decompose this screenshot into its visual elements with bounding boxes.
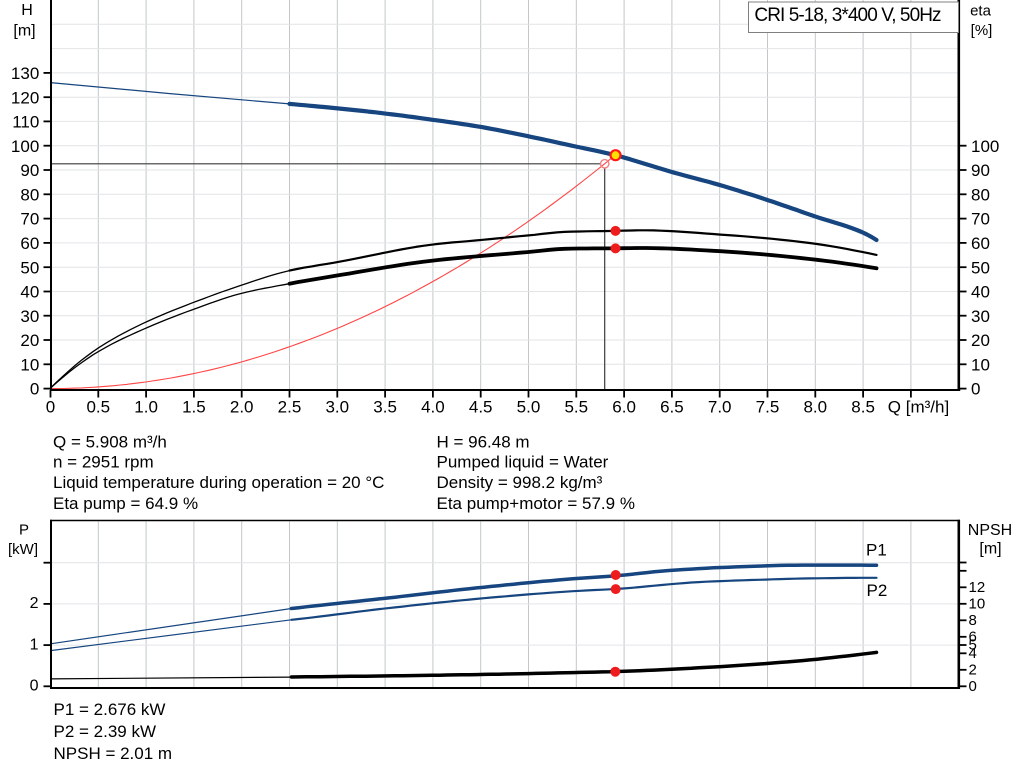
svg-text:80: 80	[20, 185, 39, 204]
svg-text:P1 = 2.676 kW: P1 = 2.676 kW	[54, 700, 166, 719]
svg-text:NPSH: NPSH	[968, 522, 1012, 539]
svg-text:0: 0	[969, 678, 977, 695]
svg-text:[m]: [m]	[13, 23, 35, 40]
svg-text:40: 40	[971, 283, 990, 302]
svg-text:2.0: 2.0	[230, 398, 254, 417]
svg-text:1.5: 1.5	[182, 398, 206, 417]
svg-text:P2: P2	[867, 581, 888, 600]
svg-text:5.5: 5.5	[564, 398, 588, 417]
svg-text:10: 10	[971, 355, 990, 374]
svg-text:3.0: 3.0	[325, 398, 349, 417]
svg-text:30: 30	[20, 307, 39, 326]
svg-text:100: 100	[11, 137, 39, 156]
svg-text:10: 10	[969, 595, 986, 612]
svg-text:90: 90	[971, 161, 990, 180]
svg-text:12: 12	[969, 579, 986, 596]
svg-text:n = 2951 rpm: n = 2951 rpm	[53, 453, 154, 472]
svg-text:CRI 5-18, 3*400 V, 50Hz: CRI 5-18, 3*400 V, 50Hz	[754, 5, 941, 26]
svg-text:P1: P1	[866, 540, 887, 559]
svg-text:0: 0	[971, 380, 980, 399]
svg-text:80: 80	[971, 185, 990, 204]
svg-text:H = 96.48 m: H = 96.48 m	[437, 432, 530, 451]
svg-text:50: 50	[971, 258, 990, 277]
svg-text:110: 110	[12, 113, 39, 132]
svg-text:50: 50	[20, 258, 39, 277]
svg-text:Pumped liquid = Water: Pumped liquid = Water	[437, 453, 609, 472]
svg-text:[m]: [m]	[979, 541, 1001, 558]
svg-text:100: 100	[971, 137, 999, 156]
svg-text:0.5: 0.5	[86, 398, 110, 417]
svg-text:70: 70	[20, 210, 39, 229]
svg-text:1.0: 1.0	[134, 398, 158, 417]
svg-text:4: 4	[969, 645, 977, 662]
svg-text:7.5: 7.5	[756, 398, 780, 417]
svg-text:0: 0	[30, 678, 39, 695]
svg-text:2: 2	[30, 595, 39, 612]
svg-text:6.5: 6.5	[660, 398, 684, 417]
svg-text:Liquid temperature during oper: Liquid temperature during operation = 20…	[53, 473, 384, 492]
svg-text:0: 0	[30, 380, 39, 399]
svg-text:60: 60	[971, 234, 990, 253]
svg-text:130: 130	[11, 64, 39, 83]
svg-text:8.0: 8.0	[803, 398, 827, 417]
svg-text:60: 60	[20, 234, 39, 253]
svg-text:eta: eta	[970, 3, 992, 20]
svg-text:NPSH = 2.01 m: NPSH = 2.01 m	[54, 744, 173, 763]
svg-text:5: 5	[969, 637, 977, 654]
svg-text:Eta pump+motor = 57.9 %: Eta pump+motor = 57.9 %	[437, 494, 635, 513]
svg-text:7.0: 7.0	[708, 398, 732, 417]
svg-text:Q = 5.908 m³/h: Q = 5.908 m³/h	[53, 432, 167, 451]
svg-text:2: 2	[969, 661, 977, 678]
svg-text:4.0: 4.0	[421, 398, 445, 417]
svg-text:70: 70	[971, 210, 990, 229]
svg-text:8: 8	[969, 612, 977, 629]
svg-text:40: 40	[20, 283, 39, 302]
svg-text:Eta pump = 64.9 %: Eta pump = 64.9 %	[53, 494, 198, 513]
svg-text:6: 6	[969, 628, 977, 645]
svg-text:4.5: 4.5	[469, 398, 493, 417]
svg-text:H: H	[21, 2, 33, 19]
svg-text:120: 120	[11, 88, 39, 107]
svg-text:0: 0	[46, 398, 55, 417]
svg-text:P2 = 2.39 kW: P2 = 2.39 kW	[54, 722, 157, 741]
svg-text:Q [m³/h]: Q [m³/h]	[888, 398, 949, 417]
svg-text:20: 20	[20, 331, 39, 350]
svg-text:90: 90	[20, 161, 39, 180]
svg-text:8.5: 8.5	[851, 398, 875, 417]
svg-text:20: 20	[971, 331, 990, 350]
svg-text:5.0: 5.0	[517, 398, 541, 417]
svg-text:10: 10	[20, 355, 39, 374]
svg-text:3.5: 3.5	[373, 398, 397, 417]
svg-text:P: P	[19, 521, 29, 538]
svg-text:[%]: [%]	[971, 22, 993, 39]
svg-text:[kW]: [kW]	[8, 541, 38, 558]
svg-text:2.5: 2.5	[278, 398, 302, 417]
svg-text:30: 30	[971, 307, 990, 326]
svg-text:Density = 998.2 kg/m³: Density = 998.2 kg/m³	[437, 473, 603, 492]
svg-text:6.0: 6.0	[612, 398, 636, 417]
svg-text:1: 1	[30, 636, 39, 653]
